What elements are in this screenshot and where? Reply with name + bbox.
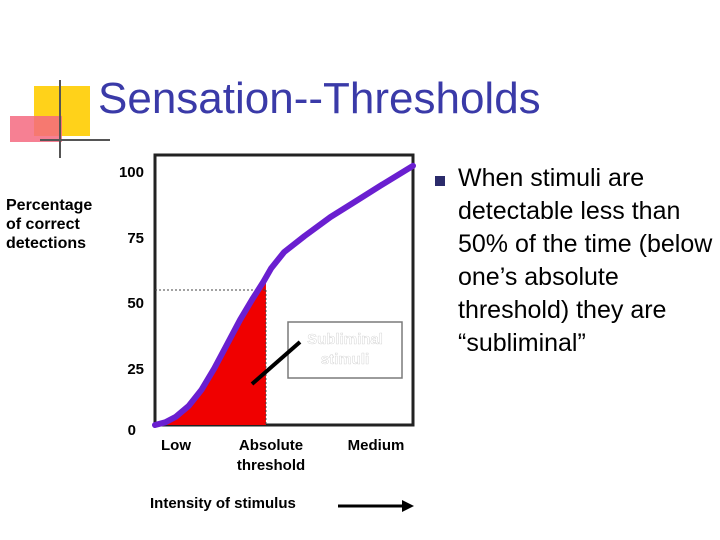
x-label-low: Low: [161, 437, 191, 454]
y-axis-label: Percentage of correct detections: [6, 197, 93, 252]
intensity-arrow-head: [402, 500, 414, 512]
annotation-text-line-2: stimuli: [321, 351, 369, 368]
bullet-text: When stimuli are detectable less than 50…: [458, 164, 713, 357]
subliminal-shaded-region: [155, 277, 266, 425]
annotation-text-line-1: Subliminal: [307, 331, 383, 348]
x-label-medium: Medium: [347, 437, 405, 454]
y-tick-75: 75: [127, 230, 144, 247]
plot-frame: [153, 153, 415, 427]
x-label-absolute-threshold: Absolute threshold: [236, 437, 306, 474]
y-tick-0: 0: [127, 422, 136, 439]
logo-pink-bar: [10, 116, 62, 142]
x-axis-label: Intensity of stimulus: [150, 495, 296, 512]
y-tick-100: 100: [118, 164, 144, 181]
bullet-icon: [435, 176, 445, 186]
y-tick-50: 50: [127, 295, 144, 312]
detection-curve-line: [152, 162, 416, 428]
annotation-pointer-line: [250, 340, 302, 386]
annotation-box: [287, 321, 403, 379]
slide-title: Sensation--Thresholds: [98, 74, 541, 123]
y-tick-25: 25: [127, 361, 144, 378]
